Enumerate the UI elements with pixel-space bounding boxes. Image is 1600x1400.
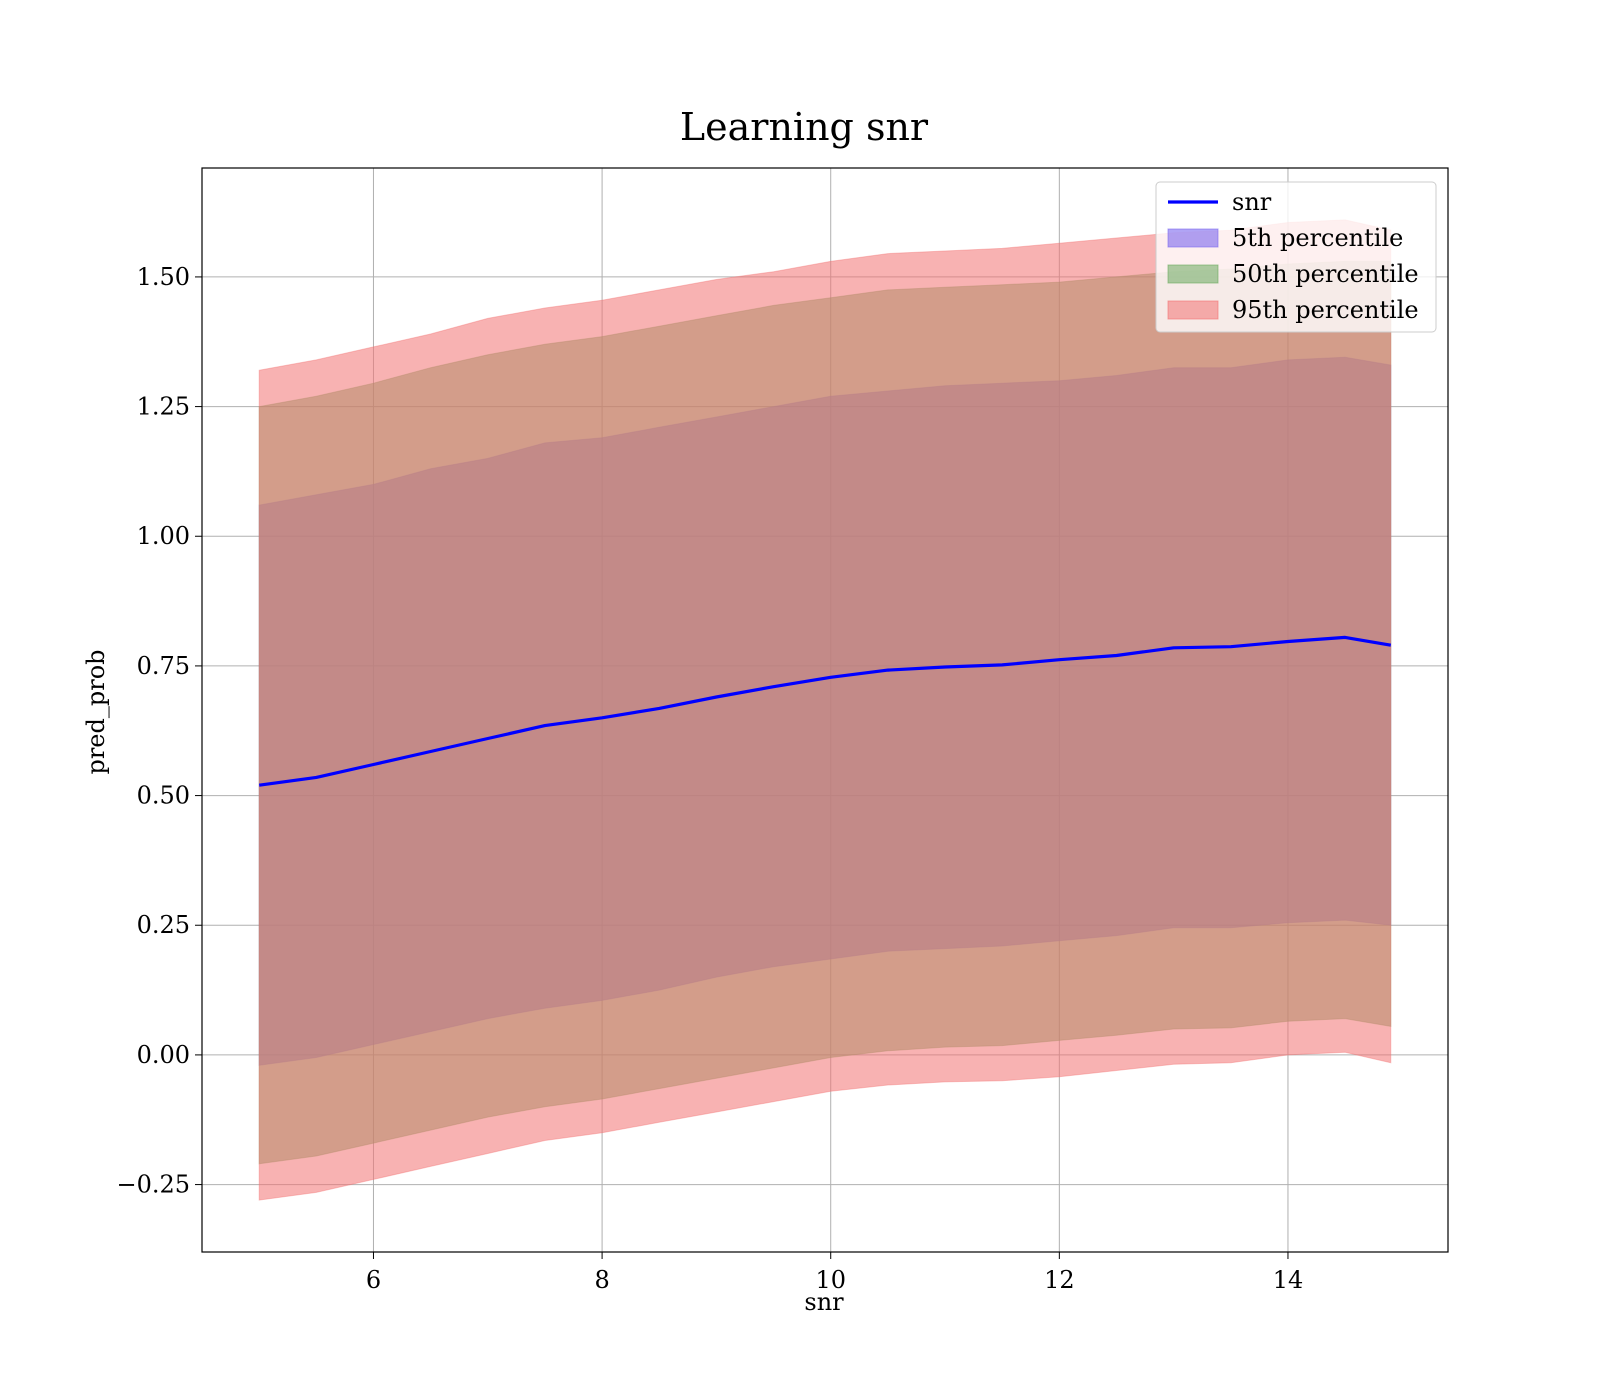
- legend-label-snr: snr: [1232, 188, 1272, 216]
- y-tick-label: 1.50: [137, 263, 190, 291]
- legend-label-5th: 5th percentile: [1232, 224, 1403, 252]
- x-tick-label: 8: [594, 1266, 609, 1294]
- x-tick-label: 14: [1273, 1266, 1304, 1294]
- legend: snr 5th percentile 50th percentile 95th per…: [1155, 181, 1437, 333]
- x-tick-label: 10: [815, 1266, 846, 1294]
- y-tick-label: 0.75: [137, 652, 190, 680]
- y-tick-label: 0.50: [137, 782, 190, 810]
- y-tick-label: 0.00: [137, 1041, 190, 1069]
- y-axis-label: pred_prob: [82, 649, 110, 774]
- x-tick-label: 6: [366, 1266, 381, 1294]
- snr-line: [258, 635, 1392, 787]
- plot-area: [201, 167, 1449, 1253]
- legend-label-95th: 95th percentile: [1232, 296, 1419, 324]
- x-axis-label: snr: [804, 1288, 844, 1316]
- snr-line-layer: [258, 635, 1392, 787]
- legend-label-50th: 50th percentile: [1232, 260, 1419, 288]
- legend-swatch-50th: [1167, 264, 1219, 284]
- x-tick-label: 12: [1044, 1266, 1075, 1294]
- axes-frame: [201, 167, 1449, 1253]
- legend-swatch-95th: [1167, 300, 1219, 320]
- chart-title: Learning snr: [680, 105, 929, 149]
- percentile-bands: [258, 219, 1392, 1201]
- legend-box: [1155, 181, 1437, 333]
- y-tick-label: −0.25: [116, 1171, 190, 1199]
- x-axis-ticks: 6 8 10 12 14: [366, 1252, 1303, 1294]
- y-tick-label: 0.25: [137, 911, 190, 939]
- y-tick-label: 1.00: [137, 522, 190, 550]
- y-tick-label: 1.25: [137, 393, 190, 421]
- band-95th-percentile: [258, 219, 1392, 1201]
- y-axis-ticks: −0.25 0.00 0.25 0.50 0.75 1.00 1.25 1.50: [116, 263, 202, 1199]
- legend-swatch-5th: [1167, 228, 1219, 248]
